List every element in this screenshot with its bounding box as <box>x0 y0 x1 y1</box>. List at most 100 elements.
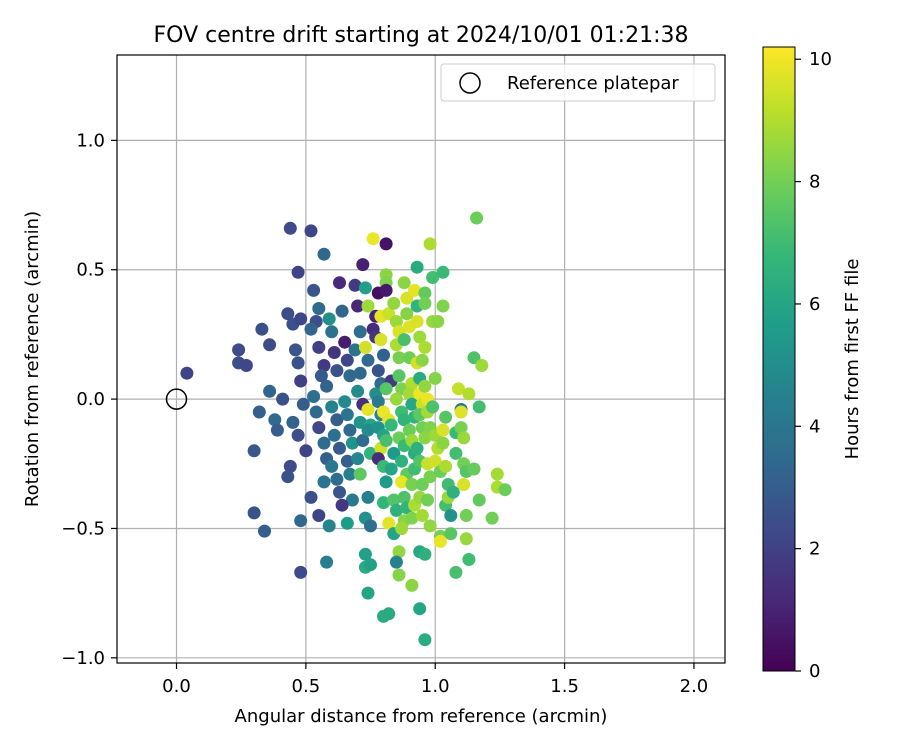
data-point <box>343 467 357 481</box>
y-axis-ticks: −1.0 −0.5 0.0 0.5 1.0 <box>61 130 117 669</box>
y-tick-label: 0.5 <box>76 260 105 281</box>
data-point <box>470 211 484 225</box>
plot-frame <box>116 54 726 664</box>
data-point <box>459 509 473 522</box>
y-axis-label: Rotation from reference (arcmin) <box>22 211 43 507</box>
data-point <box>317 359 331 372</box>
data-point <box>387 296 401 310</box>
data-point <box>421 493 434 507</box>
data-point <box>281 470 295 484</box>
data-point <box>431 315 445 328</box>
data-point <box>312 302 326 315</box>
data-point <box>392 351 406 365</box>
data-point <box>320 379 334 393</box>
data-point <box>418 547 432 561</box>
data-point <box>312 340 326 354</box>
grid-lines <box>117 55 725 663</box>
data-point <box>498 483 512 497</box>
data-point <box>418 633 432 647</box>
plot-area: 0.0 0.5 1.0 1.5 2.0 −1.0 −0.5 0.0 0.5 1.0 <box>61 54 726 697</box>
data-point <box>410 441 424 455</box>
data-point <box>436 423 450 437</box>
data-point <box>325 325 339 339</box>
colorbar: 0 2 4 6 8 10 Hours from first FF file <box>762 46 863 682</box>
data-point <box>252 405 266 419</box>
data-point <box>413 330 427 344</box>
data-point <box>405 578 419 592</box>
data-point <box>413 602 427 616</box>
data-point <box>289 343 302 357</box>
data-point <box>358 547 372 561</box>
data-point <box>387 493 401 507</box>
data-point <box>462 387 476 401</box>
data-point <box>418 286 432 300</box>
chart-title: FOV centre drift starting at 2024/10/01 … <box>154 23 689 48</box>
data-point <box>389 555 403 569</box>
x-tick-label: 0.0 <box>162 676 191 697</box>
data-point <box>472 400 486 414</box>
data-point <box>304 322 318 336</box>
data-point <box>382 516 396 530</box>
data-point <box>397 333 411 347</box>
data-point <box>309 405 323 419</box>
data-point <box>268 413 282 427</box>
colorbar-tick-label: 2 <box>809 539 820 560</box>
data-point <box>454 421 468 435</box>
data-point <box>307 390 321 403</box>
legend: Reference platepar <box>440 63 716 102</box>
data-point <box>358 340 372 354</box>
data-point <box>433 534 447 548</box>
data-point <box>405 511 419 525</box>
data-point <box>304 224 318 238</box>
data-point <box>286 415 300 429</box>
data-point <box>454 405 468 419</box>
data-point <box>353 467 367 481</box>
data-point <box>239 359 253 372</box>
data-point <box>345 493 359 507</box>
data-point <box>330 364 344 378</box>
data-point <box>338 335 352 349</box>
data-point <box>389 392 403 406</box>
data-point <box>395 475 409 489</box>
data-point <box>397 490 411 504</box>
data-point <box>423 237 437 251</box>
data-point <box>400 307 414 321</box>
data-point <box>364 558 377 572</box>
data-point <box>423 519 437 533</box>
data-point <box>356 258 370 272</box>
data-point <box>312 421 326 435</box>
data-point <box>382 607 396 621</box>
colorbar-tick-label: 4 <box>809 416 820 437</box>
data-point <box>377 348 390 362</box>
data-point <box>353 366 367 380</box>
data-point <box>361 299 375 313</box>
data-point <box>348 343 362 357</box>
data-point <box>379 475 393 489</box>
data-point <box>307 283 321 297</box>
data-point <box>361 490 375 504</box>
data-point <box>410 315 424 328</box>
data-point <box>351 299 365 313</box>
x-tick-label: 1.0 <box>421 676 450 697</box>
data-point <box>397 413 411 427</box>
data-point <box>232 343 246 357</box>
colorbar-label: Hours from first FF file <box>842 259 863 460</box>
data-point <box>320 555 334 569</box>
data-point <box>397 276 411 290</box>
data-point <box>322 312 336 326</box>
data-point <box>294 565 308 579</box>
data-point <box>325 459 339 473</box>
data-point <box>340 516 354 530</box>
data-point <box>333 485 346 499</box>
data-point <box>449 446 463 460</box>
data-point <box>389 315 403 328</box>
colorbar-tick-label: 6 <box>809 294 820 315</box>
reference-platepar-marker <box>165 388 188 410</box>
data-point <box>472 493 486 507</box>
data-point <box>247 444 261 458</box>
data-point <box>444 527 458 541</box>
data-point <box>377 496 390 510</box>
data-point <box>343 423 357 437</box>
y-tick-label: −0.5 <box>61 518 105 539</box>
data-point <box>418 379 432 393</box>
